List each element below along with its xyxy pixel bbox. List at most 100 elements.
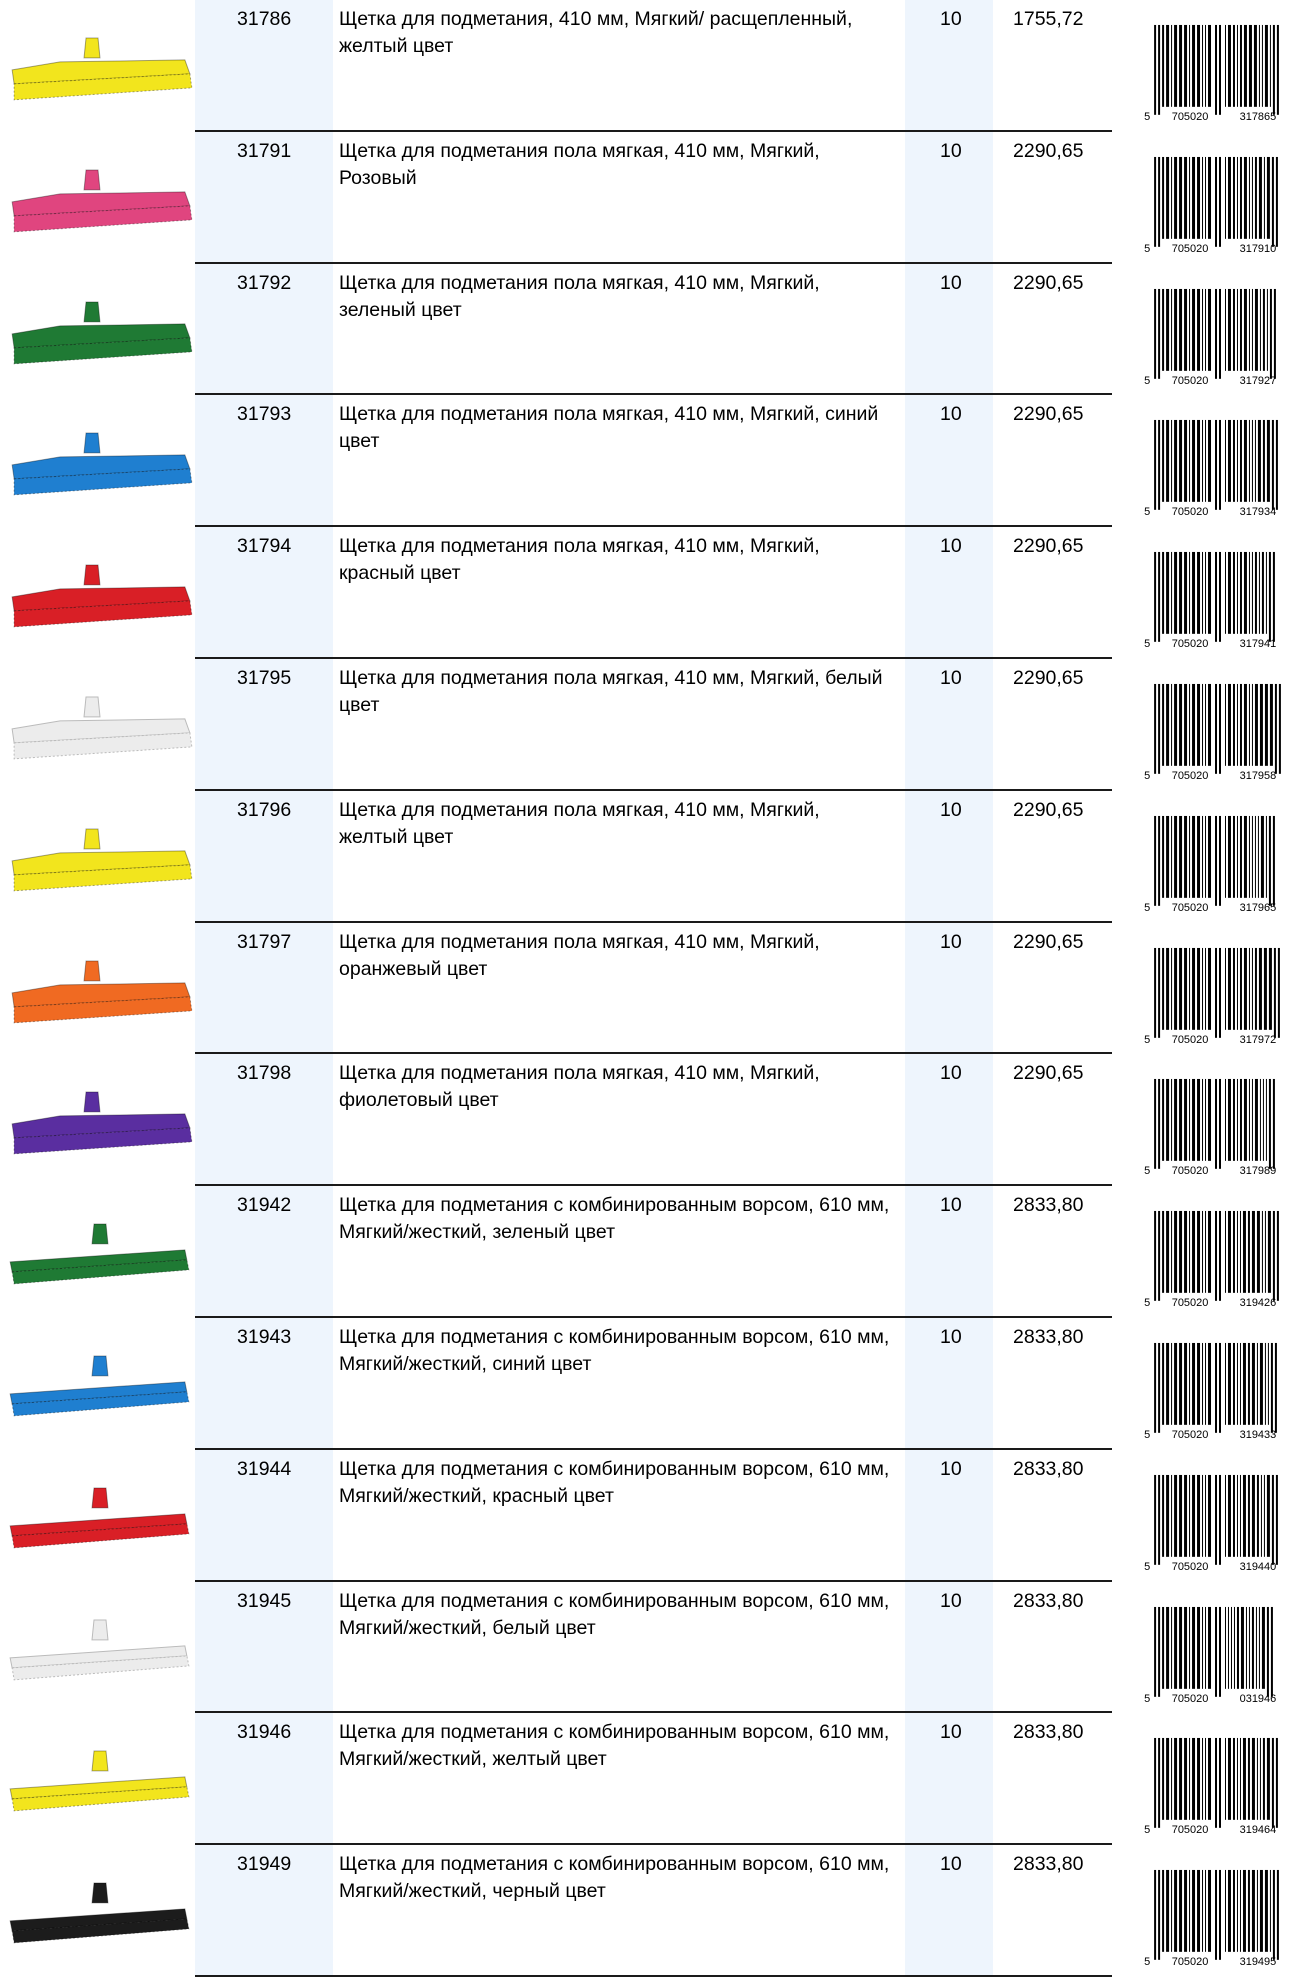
product-description: Щетка для подметания с комбинированным в… bbox=[333, 1450, 905, 1582]
barcode-bar bbox=[1259, 1079, 1261, 1162]
barcode-guard bbox=[1219, 1738, 1221, 1829]
barcode-bar bbox=[1171, 1474, 1173, 1557]
barcode-digits: 705020 bbox=[1172, 1824, 1209, 1836]
brush-bristles bbox=[13, 73, 193, 101]
barcode-bar bbox=[1239, 1738, 1241, 1821]
barcode-bar bbox=[1184, 1079, 1188, 1162]
barcode-bar bbox=[1227, 1211, 1231, 1294]
barcode-bar bbox=[1208, 24, 1212, 107]
barcode-bar bbox=[1259, 1870, 1263, 1953]
barcode-bar bbox=[1208, 1342, 1212, 1425]
product-row: 31786 Щетка для подметания, 410 мм, Мягки… bbox=[0, 0, 1301, 132]
barcode-bar bbox=[1243, 815, 1247, 898]
barcode-bar bbox=[1248, 683, 1250, 766]
barcode-bar bbox=[1162, 1079, 1165, 1162]
barcode-bar bbox=[1251, 420, 1253, 503]
barcode-bar bbox=[1262, 420, 1265, 503]
barcode-bar bbox=[1239, 288, 1242, 371]
barcode-bar bbox=[1179, 420, 1183, 503]
barcode-digit: 5 bbox=[1144, 1429, 1150, 1441]
product-description: Щетка для подметания с комбинированным в… bbox=[333, 1845, 905, 1977]
barcode-digits: 705020 bbox=[1172, 1297, 1209, 1309]
barcode-bar bbox=[1189, 1079, 1191, 1162]
barcode-bar bbox=[1189, 24, 1191, 107]
product-row: 31793 Щетка для подметания пола мягкая, 4… bbox=[0, 395, 1301, 528]
barcode-bar bbox=[1197, 288, 1201, 371]
barcode-bar bbox=[1236, 288, 1238, 371]
barcode-bar bbox=[1174, 1606, 1178, 1689]
barcode-bar bbox=[1171, 24, 1173, 107]
barcode-bar bbox=[1162, 1474, 1165, 1557]
barcode-bar bbox=[1171, 552, 1173, 635]
barcode-bar bbox=[1166, 288, 1170, 371]
barcode-bar bbox=[1202, 288, 1204, 371]
barcode-bar bbox=[1224, 947, 1226, 1030]
barcode-guard bbox=[1154, 1342, 1157, 1433]
barcode-guard bbox=[1219, 1342, 1221, 1433]
barcode-digits: 031946 bbox=[1240, 1692, 1277, 1704]
barcode-bar bbox=[1262, 1079, 1264, 1162]
product-price: 2290,65 bbox=[993, 791, 1112, 923]
product-row: 31796 Щетка для подметания пола мягкая, 4… bbox=[0, 790, 1301, 923]
barcode-bar bbox=[1227, 24, 1231, 107]
barcode-digits: 705020 bbox=[1172, 902, 1209, 914]
brush-bristles bbox=[13, 336, 193, 364]
barcode-bar bbox=[1162, 1738, 1165, 1821]
product-code: 31946 bbox=[195, 1713, 333, 1846]
brush-handle-mount bbox=[91, 1750, 109, 1772]
brush-block bbox=[9, 1381, 188, 1405]
barcode-bar bbox=[1259, 1738, 1261, 1821]
barcode-bar bbox=[1197, 1606, 1201, 1689]
barcode-bar bbox=[1227, 1079, 1231, 1162]
barcode-guard bbox=[1219, 1474, 1221, 1565]
brush-bristles bbox=[13, 995, 193, 1023]
brush-block bbox=[11, 718, 191, 744]
barcode-bar bbox=[1202, 1606, 1204, 1689]
barcode-bar bbox=[1166, 1079, 1170, 1162]
barcode-bar bbox=[1243, 947, 1247, 1030]
barcode-guard bbox=[1154, 1606, 1157, 1697]
barcode-guard bbox=[1268, 1079, 1271, 1170]
barcode-bar bbox=[1224, 24, 1226, 107]
barcode-bar bbox=[1259, 288, 1261, 371]
barcode-bar bbox=[1197, 420, 1201, 503]
product-price: 2290,65 bbox=[993, 527, 1112, 659]
barcode-bar bbox=[1179, 156, 1183, 239]
barcode-bar bbox=[1227, 1738, 1231, 1821]
product-description: Щетка для подметания пола мягкая, 410 мм… bbox=[333, 132, 905, 264]
barcode-guard bbox=[1219, 1079, 1221, 1170]
barcode-bar bbox=[1224, 1606, 1226, 1689]
barcode-bar bbox=[1208, 552, 1212, 635]
barcode-bar bbox=[1197, 24, 1201, 107]
brush-handle-mount bbox=[83, 564, 101, 586]
barcode: 5 705020 317972 bbox=[1144, 947, 1280, 1045]
barcode-bar bbox=[1251, 156, 1253, 239]
barcode-guard bbox=[1215, 1474, 1218, 1565]
barcode-bar bbox=[1189, 1211, 1191, 1294]
product-price: 2290,65 bbox=[993, 132, 1112, 264]
barcode-bar bbox=[1224, 683, 1226, 766]
barcode-guard bbox=[1154, 288, 1157, 379]
barcode: 5 705020 317989 bbox=[1144, 1079, 1276, 1177]
barcode-guard bbox=[1272, 24, 1275, 115]
barcode-bar bbox=[1171, 1342, 1173, 1425]
barcode-bar bbox=[1197, 1870, 1201, 1953]
barcode-bar bbox=[1162, 156, 1165, 239]
barcode-guard bbox=[1273, 288, 1276, 379]
barcode-bar bbox=[1171, 288, 1173, 371]
barcode-bar bbox=[1227, 1870, 1231, 1953]
product-price: 2833,80 bbox=[993, 1186, 1112, 1318]
barcode-bar bbox=[1205, 552, 1207, 635]
barcode-digits: 705020 bbox=[1172, 374, 1209, 386]
barcode-bar bbox=[1227, 420, 1231, 503]
product-price: 2290,65 bbox=[993, 395, 1112, 528]
barcode-guard bbox=[1154, 156, 1157, 247]
barcode-bar bbox=[1184, 683, 1188, 766]
barcode-bar bbox=[1236, 1342, 1238, 1425]
barcode: 5 705020 319495 bbox=[1144, 1870, 1279, 1968]
barcode-guard bbox=[1154, 1738, 1157, 1829]
barcode-guard bbox=[1158, 1606, 1161, 1697]
barcode-bar bbox=[1269, 24, 1271, 107]
barcode-bar bbox=[1247, 1342, 1250, 1425]
